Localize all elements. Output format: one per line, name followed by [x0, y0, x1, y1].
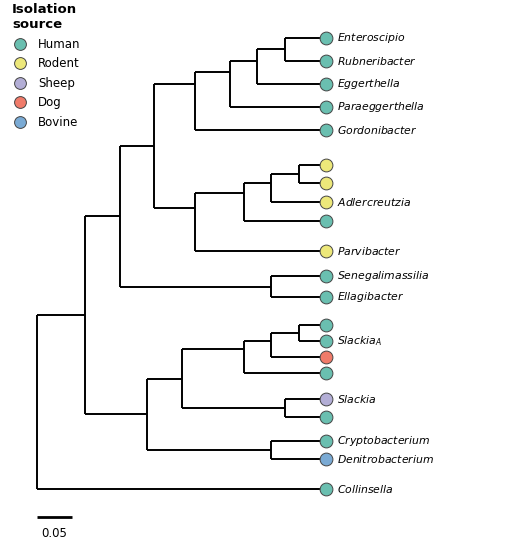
Point — [322, 33, 330, 42]
Text: $\it{Paraeggerthella}$: $\it{Paraeggerthella}$ — [337, 100, 425, 114]
Text: $\it{Parvibacter}$: $\it{Parvibacter}$ — [337, 245, 401, 257]
Point — [322, 320, 330, 329]
Text: $\it{Cryptobacterium}$: $\it{Cryptobacterium}$ — [337, 434, 430, 447]
Point — [322, 395, 330, 403]
Text: $\it{Denitrobacterium}$: $\it{Denitrobacterium}$ — [337, 453, 434, 465]
Point — [322, 455, 330, 463]
Point — [322, 161, 330, 169]
Text: $\it{Collinsella}$: $\it{Collinsella}$ — [337, 483, 393, 495]
Text: $\it{Slackia_A}$: $\it{Slackia_A}$ — [337, 334, 382, 348]
Point — [322, 102, 330, 111]
Text: $\it{Eggerthella}$: $\it{Eggerthella}$ — [337, 77, 400, 91]
Point — [322, 179, 330, 188]
Point — [322, 337, 330, 346]
Text: 0.05: 0.05 — [42, 528, 68, 541]
Point — [322, 485, 330, 494]
Text: $\it{Slackia}$: $\it{Slackia}$ — [337, 393, 376, 405]
Text: $\it{Enteroscipio}$: $\it{Enteroscipio}$ — [337, 31, 405, 45]
Point — [322, 436, 330, 445]
Point — [322, 246, 330, 255]
Point — [322, 293, 330, 301]
Point — [322, 80, 330, 88]
Point — [322, 216, 330, 225]
Point — [322, 353, 330, 361]
Text: $\it{Rubneribacter}$: $\it{Rubneribacter}$ — [337, 54, 417, 66]
Text: $\it{Senegalimassilia}$: $\it{Senegalimassilia}$ — [337, 269, 429, 283]
Point — [322, 126, 330, 135]
Text: $\it{Gordonibacter}$: $\it{Gordonibacter}$ — [337, 124, 417, 136]
Point — [322, 413, 330, 422]
Point — [322, 56, 330, 65]
Text: $\it{Adlercreutzia}$: $\it{Adlercreutzia}$ — [337, 196, 410, 208]
Point — [322, 198, 330, 207]
Legend: Human, Rodent, Sheep, Dog, Bovine: Human, Rodent, Sheep, Dog, Bovine — [9, 3, 81, 129]
Point — [322, 369, 330, 378]
Text: $\it{Ellagibacter}$: $\it{Ellagibacter}$ — [337, 290, 404, 304]
Point — [322, 272, 330, 281]
